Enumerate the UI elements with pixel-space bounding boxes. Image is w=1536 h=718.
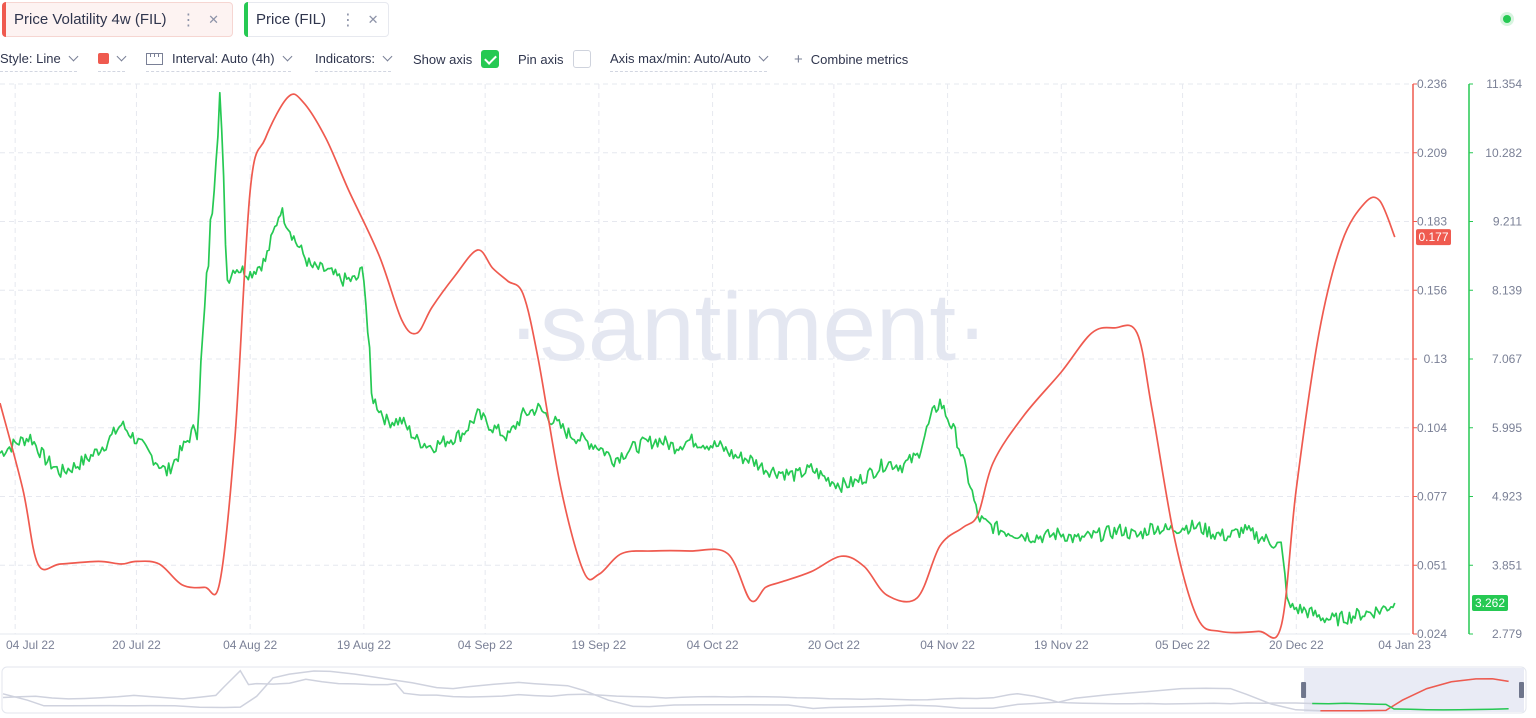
metric-color-bar [2,2,6,37]
close-icon[interactable]: ✕ [367,11,379,27]
x-tick-label: 04 Jul 22 [6,638,55,652]
minimap-handle-left[interactable] [1301,682,1307,698]
y-tick-label: 9.211 [1493,215,1522,229]
x-tick-label: 04 Sep 22 [458,638,513,652]
series-line-price-volatility [0,93,1396,639]
x-axis: 04 Jul 22 20 Jul 22 04 Aug 22 19 Aug 22 04 S… [6,638,1431,652]
y-tick-label: 0.236 [1417,78,1447,91]
y-tick-label: 10.282 [1485,146,1522,160]
more-options-icon[interactable]: ⋮ [340,11,357,29]
x-tick-label: 20 Dec 22 [1269,638,1324,652]
interval-dropdown[interactable]: Interval: Auto (4h) [146,46,293,72]
y-tick-label: 11.354 [1486,78,1522,91]
y-tick-label: 0.051 [1417,558,1447,572]
y-tick-label: 0.209 [1417,146,1447,160]
axis-maxmin-label: Axis max/min: Auto/Auto [610,51,751,66]
minimap-series-highlight [1312,702,1509,711]
current-value-label: 0.177 [1418,230,1448,244]
metric-tab-price-volatility[interactable]: Price Volatility 4w (FIL) ⋮ ✕ [2,2,233,37]
ruler-icon [146,52,163,65]
style-dropdown[interactable]: Style: Line [0,46,79,72]
minimap-series-line [2,670,1509,712]
metric-tab-label: Price (FIL) [256,11,327,28]
y-tick-label: 0.13 [1424,352,1448,366]
metric-tab-price[interactable]: Price (FIL) ⋮ ✕ [244,2,389,37]
y-tick-label: 8.139 [1492,283,1522,297]
show-axis-label: Show axis [413,51,473,67]
x-tick-label: 19 Nov 22 [1034,638,1089,652]
style-label: Style: Line [0,51,61,66]
y-tick-label: 5.995 [1492,421,1522,435]
chevron-down-icon [282,51,293,62]
combine-metrics-button[interactable]: + Combine metrics [794,46,908,72]
main-chart[interactable]: ·santiment· 04 Jul 22 20 Jul 22 04 Aug 22 1… [0,78,1536,658]
x-tick-label: 20 Oct 22 [808,638,860,652]
pin-axis-checkbox[interactable] [572,50,591,68]
series-line-price [0,91,1396,627]
metric-color-bar [244,2,248,37]
combine-metrics-label: Combine metrics [810,51,909,67]
live-status-icon [1500,12,1514,26]
x-tick-label: 19 Aug 22 [337,638,391,652]
plus-icon: + [794,50,803,68]
current-value-label: 3.262 [1475,596,1505,610]
chevron-down-icon [382,51,393,62]
minimap-handle-right[interactable] [1519,682,1524,698]
minimap-navigator[interactable] [0,664,1536,718]
minimap-frame [1,666,1527,714]
series-layer [0,91,1396,639]
y-tick-label: 7.067 [1492,352,1522,366]
metric-tab-label: Price Volatility 4w (FIL) [14,11,167,28]
chevron-down-icon [68,51,79,62]
chevron-down-icon [758,51,769,62]
y-tick-label: 0.104 [1417,421,1447,435]
pin-axis-label: Pin axis [518,51,564,67]
x-tick-label: 04 Aug 22 [223,638,277,652]
x-tick-label: 04 Nov 22 [920,638,975,652]
y-axes: 0.236 0.209 0.183 0.156 0.13 0.104 0.077 0.051 0… [1412,78,1522,641]
x-tick-label: 05 Dec 22 [1155,638,1210,652]
indicators-dropdown[interactable]: Indicators: [315,46,393,72]
y-tick-label: 0.156 [1417,283,1447,297]
show-axis-toggle[interactable]: Show axis [413,46,500,72]
y-tick-label: 0.183 [1417,215,1447,229]
watermark: ·santiment· [508,274,988,381]
x-tick-label: 04 Jan 23 [1378,638,1431,652]
pin-axis-toggle[interactable]: Pin axis [518,46,591,72]
y-tick-label: 2.779 [1492,627,1522,641]
indicators-label: Indicators: [315,51,375,66]
interval-label: Interval: Auto (4h) [172,51,275,66]
x-tick-label: 19 Sep 22 [572,638,627,652]
y-tick-label: 4.923 [1492,490,1522,504]
chevron-down-icon [116,51,127,62]
minimap-series-line [2,669,1509,711]
color-swatch-icon [98,53,109,64]
axis-maxmin-dropdown[interactable]: Axis max/min: Auto/Auto [610,46,769,72]
x-tick-label: 04 Oct 22 [687,638,739,652]
close-icon[interactable]: ✕ [208,11,219,27]
minimap-selection[interactable] [1304,668,1524,712]
show-axis-checkbox[interactable] [481,50,500,68]
y-tick-label: 0.024 [1417,627,1447,641]
x-tick-label: 20 Jul 22 [112,638,161,652]
y-tick-label: 0.077 [1417,490,1447,504]
current-value-badge [1472,595,1508,612]
chart-grid [0,83,1410,635]
minimap-series-highlight [1320,677,1509,712]
current-value-badge [1416,229,1451,246]
y-tick-label: 3.851 [1492,558,1522,572]
color-picker[interactable] [98,46,127,72]
more-options-icon[interactable]: ⋮ [180,11,197,29]
